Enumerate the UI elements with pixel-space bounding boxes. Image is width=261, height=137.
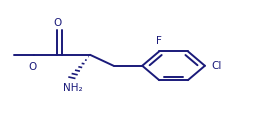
Text: Cl: Cl <box>211 61 221 71</box>
Text: F: F <box>156 36 162 46</box>
Text: NH₂: NH₂ <box>63 83 83 93</box>
Text: O: O <box>53 18 62 28</box>
Text: O: O <box>28 62 37 72</box>
